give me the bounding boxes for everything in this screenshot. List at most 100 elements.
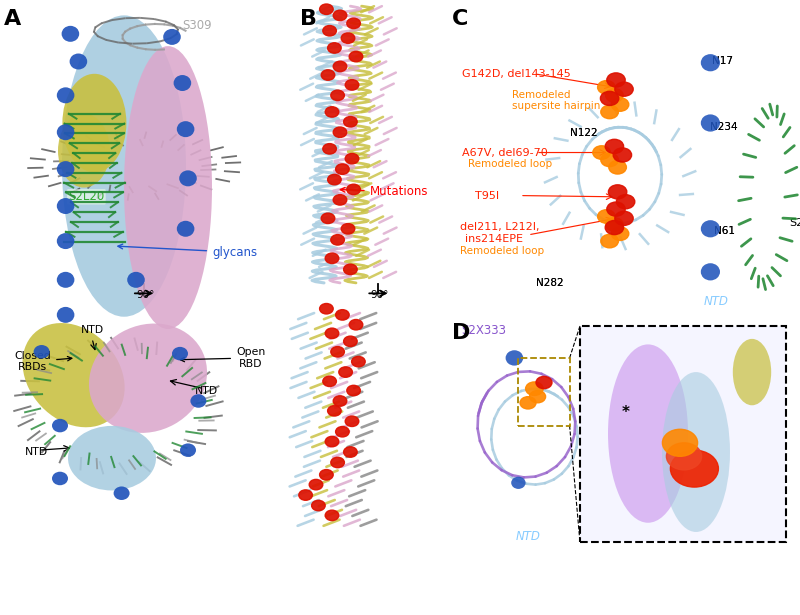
Ellipse shape: [179, 170, 197, 186]
Ellipse shape: [62, 74, 126, 172]
Circle shape: [609, 161, 626, 174]
Circle shape: [331, 234, 345, 245]
Circle shape: [352, 356, 366, 367]
Circle shape: [328, 43, 341, 54]
Ellipse shape: [511, 477, 526, 489]
Circle shape: [606, 218, 623, 231]
Ellipse shape: [62, 26, 79, 42]
Ellipse shape: [57, 198, 74, 214]
Circle shape: [614, 82, 634, 96]
Text: C: C: [452, 9, 468, 30]
Text: NTD: NTD: [81, 325, 103, 335]
Ellipse shape: [114, 486, 130, 500]
Ellipse shape: [506, 351, 523, 365]
Circle shape: [662, 429, 698, 456]
Text: S309: S309: [182, 19, 212, 33]
Text: NTD: NTD: [704, 295, 729, 308]
Circle shape: [321, 213, 335, 224]
Ellipse shape: [57, 233, 74, 249]
Ellipse shape: [34, 345, 50, 359]
Ellipse shape: [662, 372, 730, 532]
Text: glycans: glycans: [118, 244, 257, 259]
Text: D: D: [452, 323, 470, 343]
Text: Open
RBD: Open RBD: [180, 347, 266, 369]
Circle shape: [347, 184, 361, 195]
Circle shape: [601, 105, 618, 119]
Circle shape: [341, 223, 355, 234]
Circle shape: [322, 376, 336, 387]
Circle shape: [593, 146, 610, 159]
Ellipse shape: [172, 347, 188, 360]
Ellipse shape: [57, 307, 74, 323]
Circle shape: [322, 143, 336, 154]
Text: N282: N282: [536, 278, 564, 288]
Circle shape: [333, 62, 347, 71]
Circle shape: [328, 175, 341, 185]
Circle shape: [606, 202, 626, 216]
Text: N17: N17: [712, 57, 733, 66]
Circle shape: [321, 70, 335, 80]
Text: 90°: 90°: [137, 290, 154, 300]
Circle shape: [333, 194, 347, 205]
Circle shape: [325, 510, 339, 520]
Ellipse shape: [177, 221, 194, 237]
Text: B: B: [300, 9, 317, 30]
Ellipse shape: [89, 323, 207, 433]
Text: N122: N122: [570, 129, 598, 138]
Circle shape: [349, 51, 363, 62]
Text: S2: S2: [789, 218, 800, 228]
Circle shape: [319, 470, 334, 480]
Circle shape: [344, 446, 357, 458]
Ellipse shape: [70, 54, 87, 69]
Ellipse shape: [127, 272, 145, 288]
Circle shape: [347, 18, 361, 28]
Circle shape: [601, 153, 618, 167]
Ellipse shape: [608, 344, 688, 523]
Circle shape: [331, 347, 345, 357]
Text: N234: N234: [710, 122, 738, 132]
Circle shape: [325, 437, 339, 446]
Circle shape: [614, 212, 634, 226]
Circle shape: [336, 309, 350, 320]
Ellipse shape: [58, 114, 110, 188]
Text: G142D: G142D: [656, 481, 692, 491]
Ellipse shape: [177, 121, 194, 137]
Circle shape: [608, 185, 627, 199]
Circle shape: [670, 450, 718, 487]
Ellipse shape: [68, 426, 156, 491]
Circle shape: [346, 416, 358, 427]
Circle shape: [606, 73, 626, 87]
Circle shape: [341, 33, 355, 43]
Text: N282: N282: [536, 278, 564, 288]
Circle shape: [346, 153, 358, 164]
Text: supersite hairpin: supersite hairpin: [512, 101, 600, 111]
Circle shape: [319, 4, 334, 14]
Ellipse shape: [190, 394, 206, 408]
Circle shape: [331, 458, 345, 467]
Circle shape: [666, 443, 702, 470]
Circle shape: [299, 490, 313, 501]
Text: W106: W106: [594, 427, 624, 437]
Circle shape: [598, 210, 615, 223]
Text: ins214EPE: ins214EPE: [465, 234, 523, 244]
Ellipse shape: [62, 15, 186, 317]
Circle shape: [344, 264, 357, 274]
Text: NTD: NTD: [195, 386, 218, 395]
Circle shape: [346, 80, 358, 90]
Circle shape: [530, 391, 546, 403]
Ellipse shape: [701, 54, 720, 71]
Text: Remodeled: Remodeled: [512, 90, 570, 100]
Text: S2L20: S2L20: [68, 190, 105, 204]
Circle shape: [336, 427, 350, 437]
Circle shape: [616, 194, 635, 209]
Circle shape: [598, 81, 615, 94]
Circle shape: [319, 304, 334, 314]
Circle shape: [333, 127, 347, 138]
Circle shape: [339, 367, 353, 377]
Text: NTD: NTD: [26, 447, 48, 457]
Ellipse shape: [57, 272, 74, 288]
Ellipse shape: [52, 419, 68, 432]
Circle shape: [601, 234, 618, 248]
Text: G142D, del143-145: G142D, del143-145: [462, 69, 571, 79]
Text: A67V, del69-70: A67V, del69-70: [462, 148, 548, 157]
